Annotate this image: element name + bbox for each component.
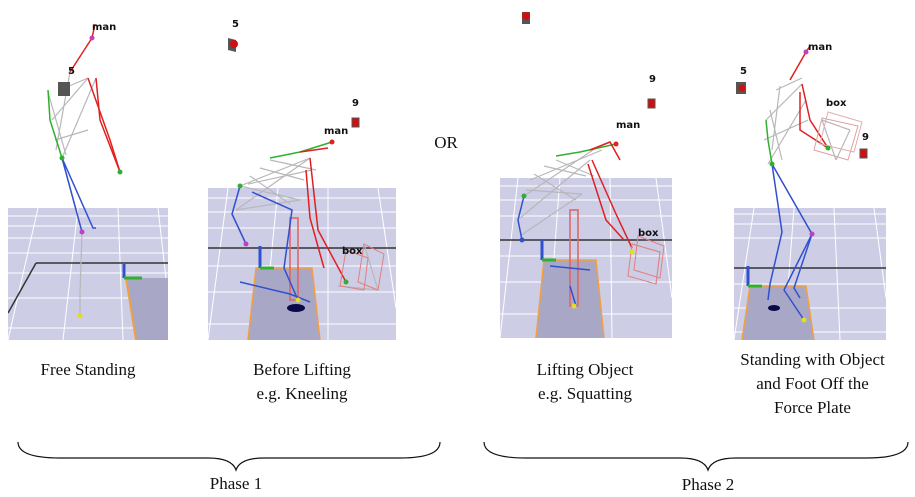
skeleton-standing-with-object: 5 man box 9: [736, 42, 869, 323]
skeleton-kneeling: 5 9 man box: [228, 19, 385, 303]
label-box: box: [638, 228, 659, 239]
label-man: man: [616, 120, 640, 131]
brace-phase-1: [17, 441, 441, 472]
label-man: man: [92, 22, 116, 33]
caption-line: Free Standing: [40, 360, 136, 379]
panel-before-lifting: 5 9 man box Before Lifting e.g. Kneeling: [200, 0, 400, 403]
label-marker-5: 5: [68, 66, 75, 77]
caption-lifting-object: Lifting Object e.g. Squatting: [498, 358, 672, 406]
caption-before-lifting: Before Lifting e.g. Kneeling: [208, 358, 396, 406]
floor-grid-svg: [208, 188, 396, 340]
label-phase-1: Phase 1: [209, 474, 263, 493]
caption-free-standing: Free Standing: [8, 358, 168, 382]
brace-phase-2: [483, 441, 909, 472]
panel-lifting-object: 9 man box Lifting Object e.g. Squatting: [490, 0, 680, 403]
floor-grid: [8, 208, 168, 340]
label-marker-5: 5: [740, 66, 747, 77]
label-man: man: [808, 42, 832, 53]
label-marker-9: 9: [862, 132, 869, 143]
caption-line: Lifting Object: [536, 360, 634, 379]
panel-standing-with-object: 5 man box 9 Standing with Object and Foo…: [710, 0, 915, 417]
label-marker-9: 9: [649, 74, 656, 85]
caption-line: e.g. Squatting: [538, 384, 632, 403]
label-marker-9: 9: [352, 98, 359, 109]
skeleton-standing: man 5: [47, 22, 123, 319]
caption-line: Standing with Object: [740, 350, 885, 369]
label-man: man: [324, 126, 348, 137]
label-box: box: [826, 98, 847, 109]
caption-standing-with-object: Standing with Object and Foot Off the Fo…: [710, 348, 915, 420]
label-phase-2: Phase 2: [681, 475, 735, 494]
caption-line: and Foot Off the: [756, 374, 869, 393]
floor-grid: [734, 208, 886, 340]
skeleton-squatting: 9 man box: [517, 12, 665, 309]
separator-or: OR: [434, 133, 458, 152]
caption-line: Force Plate: [774, 398, 851, 417]
label-box: box: [342, 246, 363, 257]
floor-grid: [208, 188, 396, 340]
panel-free-standing: man 5 Free Standing: [0, 0, 180, 379]
caption-line: e.g. Kneeling: [256, 384, 348, 403]
floor-grid: [500, 178, 672, 338]
caption-line: Before Lifting: [253, 360, 351, 379]
label-marker-5: 5: [232, 19, 239, 30]
floor-grid-svg: [734, 208, 886, 340]
floor-grid-svg: [8, 208, 168, 340]
